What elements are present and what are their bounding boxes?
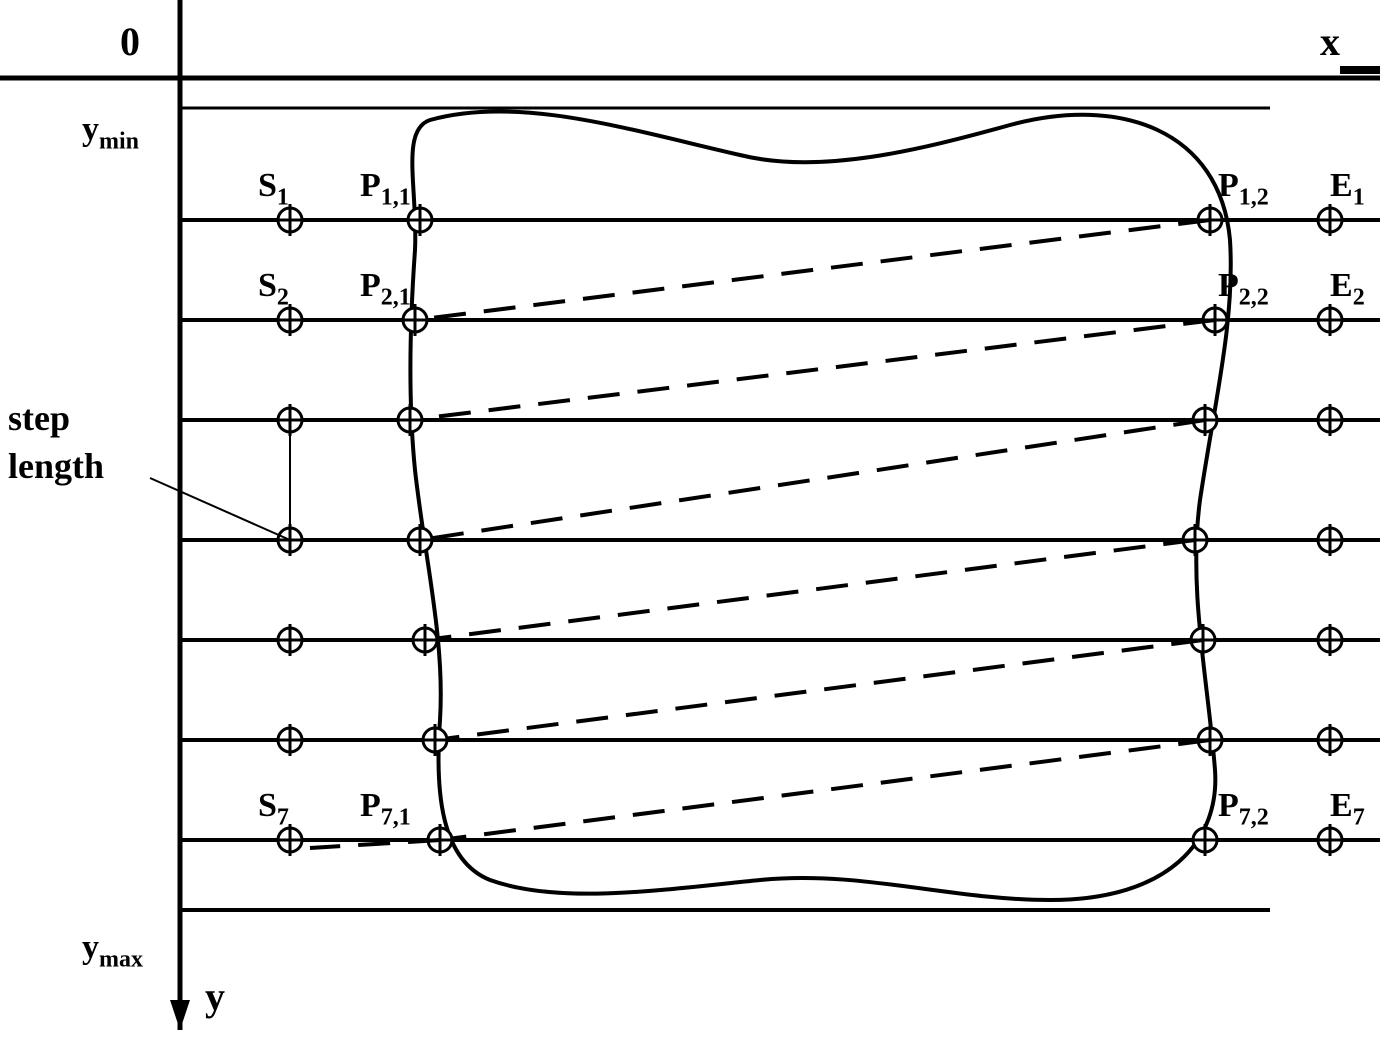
point-marker bbox=[274, 624, 306, 656]
point-marker bbox=[1314, 304, 1346, 336]
y-axis-arrowhead bbox=[170, 1000, 190, 1030]
point-label: P2,2 bbox=[1218, 267, 1269, 311]
point-label: S1 bbox=[258, 167, 289, 211]
point-marker bbox=[274, 724, 306, 756]
zigzag-connector bbox=[420, 420, 1205, 540]
point-label: E2 bbox=[1330, 267, 1365, 311]
point-marker bbox=[1314, 724, 1346, 756]
zigzag-connector bbox=[435, 640, 1203, 740]
point-marker bbox=[1189, 824, 1221, 856]
point-label: P1,2 bbox=[1218, 167, 1269, 211]
region-outline bbox=[410, 111, 1230, 900]
point-label: E1 bbox=[1330, 167, 1365, 211]
x-axis-label: x bbox=[1320, 19, 1340, 64]
point-label: S7 bbox=[258, 787, 289, 831]
point-label: P7,2 bbox=[1218, 787, 1269, 831]
zigzag-connector bbox=[440, 740, 1210, 840]
ymin-label: ymin bbox=[82, 111, 139, 155]
zigzag-connector bbox=[410, 320, 1215, 420]
zigzag-connector bbox=[425, 540, 1195, 640]
point-marker bbox=[1314, 524, 1346, 556]
point-marker bbox=[419, 724, 451, 756]
step-length-label: length bbox=[8, 446, 104, 486]
point-marker bbox=[1314, 204, 1346, 236]
origin-label: 0 bbox=[120, 19, 140, 64]
point-label: E7 bbox=[1330, 787, 1365, 831]
point-marker bbox=[394, 404, 426, 436]
point-marker bbox=[1314, 624, 1346, 656]
step-length-label: step bbox=[8, 398, 70, 438]
zigzag-connector bbox=[415, 220, 1210, 320]
y-axis-label: y bbox=[205, 974, 225, 1019]
scanline-diagram: 0 x y ymin ymax step length S1 P1,1 P1,2 E1 S2 P2,1 P… bbox=[0, 0, 1397, 1037]
point-label: P1,1 bbox=[360, 167, 411, 211]
ymax-label: ymax bbox=[82, 929, 143, 973]
point-label: P7,1 bbox=[360, 787, 411, 831]
point-marker bbox=[404, 524, 436, 556]
step-length-leader bbox=[150, 478, 290, 540]
point-marker bbox=[1314, 824, 1346, 856]
point-label: P2,1 bbox=[360, 267, 411, 311]
point-marker bbox=[1314, 404, 1346, 436]
point-label: S2 bbox=[258, 267, 289, 311]
